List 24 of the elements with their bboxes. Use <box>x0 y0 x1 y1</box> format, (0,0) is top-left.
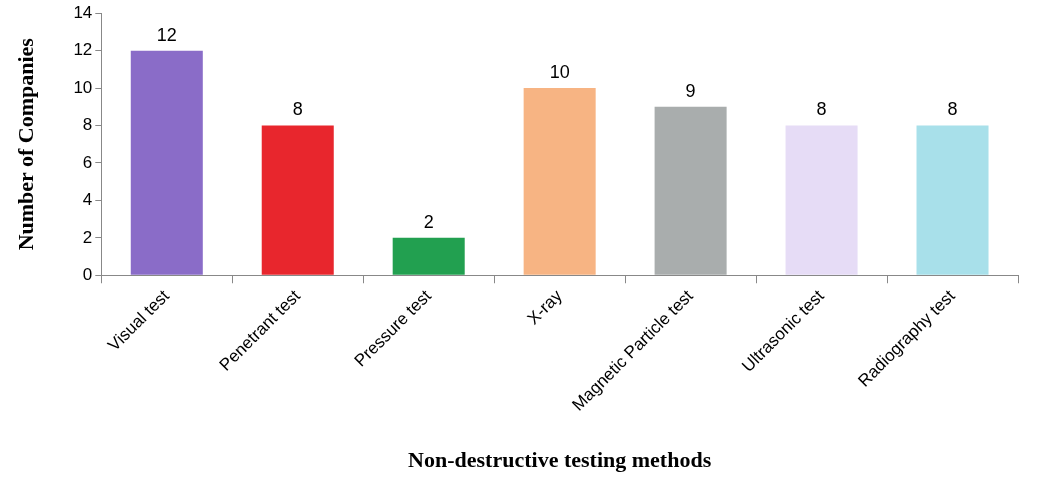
y-tick-label: 4 <box>82 190 93 210</box>
bar <box>130 50 203 275</box>
y-tick-label: 2 <box>82 227 93 247</box>
bar <box>785 125 858 275</box>
data-label: 12 <box>156 24 177 45</box>
data-label: 8 <box>292 99 303 120</box>
data-label: 8 <box>816 99 827 120</box>
y-axis-title: Number of Companies <box>12 37 38 251</box>
y-tick-label: 0 <box>82 264 93 284</box>
y-tick-label: 14 <box>73 2 93 22</box>
bar <box>654 106 727 275</box>
bar <box>392 237 465 275</box>
y-tick-label: 6 <box>82 152 93 172</box>
y-tick-label: 8 <box>82 115 93 135</box>
y-tick-label: 10 <box>73 77 93 97</box>
data-label: 9 <box>685 80 696 101</box>
y-tick-label: 12 <box>73 40 93 60</box>
bar <box>261 125 334 275</box>
x-axis-title: Non-destructive testing methods <box>408 447 712 473</box>
bar <box>916 125 989 275</box>
data-label: 10 <box>549 62 570 83</box>
bar <box>523 88 596 275</box>
data-label: 2 <box>423 211 434 232</box>
data-label: 8 <box>947 99 958 120</box>
